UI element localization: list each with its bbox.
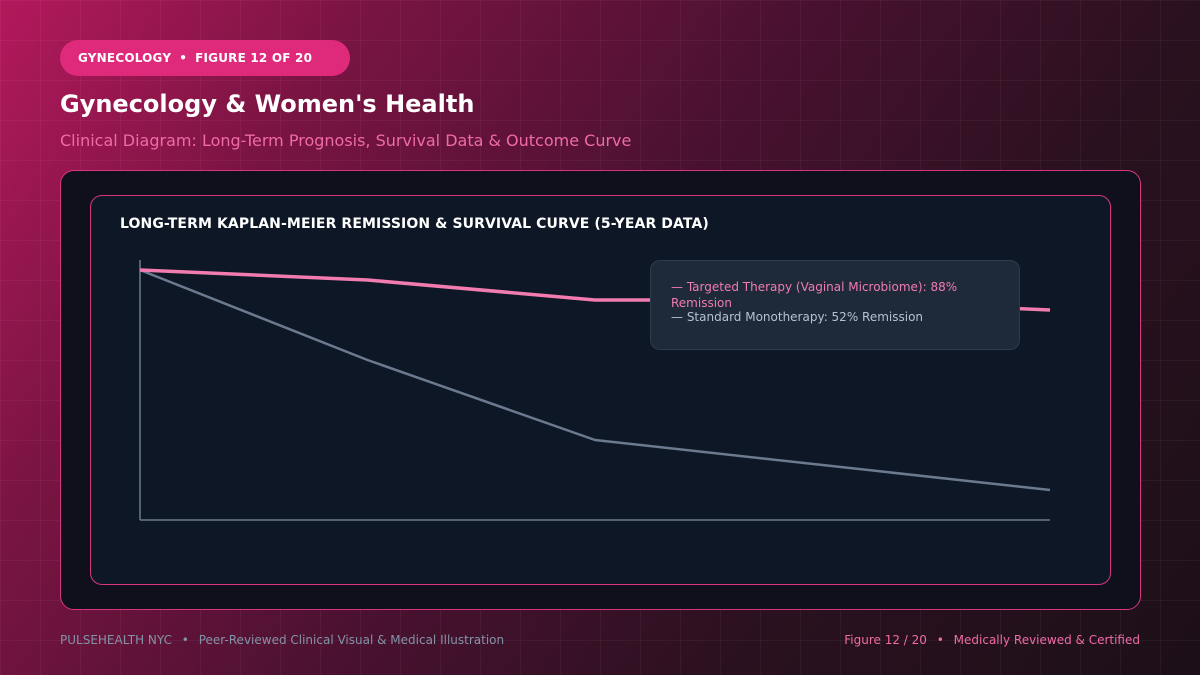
figure-tag: FIGURE 12 OF 20 <box>195 51 313 65</box>
figure-badge: GYNECOLOGY • FIGURE 12 OF 20 <box>60 40 350 76</box>
footer-separator: • <box>181 633 189 647</box>
category-label: GYNECOLOGY <box>78 51 172 65</box>
footer-separator-right: • <box>936 633 944 647</box>
legend-item-standard-monotherapy: — Standard Monotherapy: 52% Remission <box>671 310 924 324</box>
footer-brand: PULSEHEALTH NYC • Peer-Reviewed Clinical… <box>60 633 504 647</box>
footer-figure: Figure 12 / 20 • Medically Reviewed & Ce… <box>844 633 1140 647</box>
brand-tagline: Peer-Reviewed Clinical Visual & Medical … <box>198 633 505 647</box>
series-line-standard-monotherapy <box>139 268 1051 492</box>
page-title: Gynecology & Women's Health <box>60 90 475 118</box>
page-subtitle: Clinical Diagram: Long-Term Prognosis, S… <box>60 131 632 150</box>
brand-name: PULSEHEALTH NYC <box>60 633 172 647</box>
badge-separator: • <box>179 51 188 65</box>
legend-item-targeted-therapy: — Targeted Therapy (Vaginal Microbiome):… <box>671 280 958 310</box>
chart-title: LONG-TERM KAPLAN-MEIER REMISSION & SURVI… <box>120 216 709 232</box>
chart-legend: — Targeted Therapy (Vaginal Microbiome):… <box>650 260 1020 350</box>
figure-counter: Figure 12 / 20 <box>844 633 927 647</box>
certification-label: Medically Reviewed & Certified <box>953 633 1140 647</box>
